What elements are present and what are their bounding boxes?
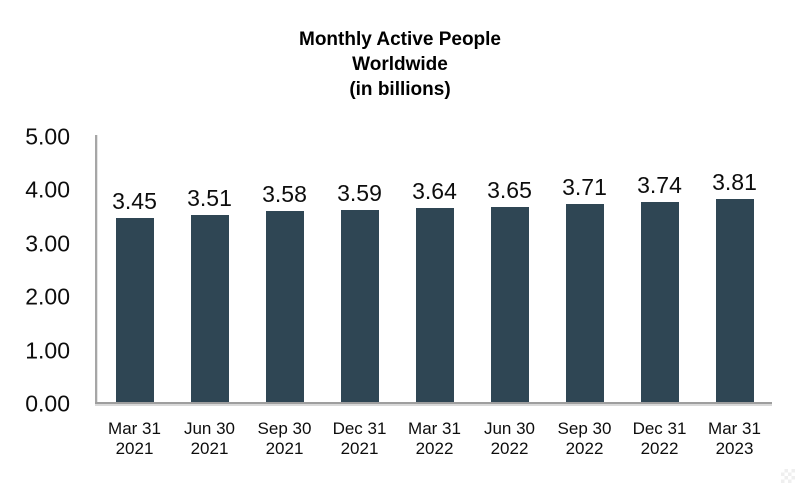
chart-title-line-2: Worldwide [352,54,448,75]
bar [565,203,604,402]
y-axis-tick-label: 5.00 [25,123,70,150]
x-axis-tick-line: Mar 31 [708,419,761,438]
x-axis-tick-line: Dec 31 [632,419,687,438]
bar-value-label: 3.51 [187,184,232,211]
x-axis-tick-label: Mar 31 2021 [97,419,172,459]
x-axis-tick-line: Jun 30 [483,419,536,438]
x-axis-tick-line: 2021 [265,439,304,458]
bar-value-label: 3.65 [487,177,532,204]
x-axis-tick-line: 2022 [640,439,679,458]
bar-value-label: 3.59 [337,180,382,207]
bar-column: 3.65 [472,135,547,402]
x-axis-tick-line: 2021 [115,439,154,458]
bar [340,210,379,402]
chart-title-line-1: Monthly Active People [299,29,501,50]
bar [715,198,754,402]
x-axis-tick-line: 2021 [340,439,379,458]
bar-column: 3.58 [247,135,322,402]
bar [490,207,529,402]
bar [265,210,304,402]
transparency-checkerboard-artifact [781,469,795,483]
bar [115,217,154,402]
x-axis-labels: Mar 31 2021 Jun 30 2021 Sep 30 2021 Dec 31 2021… [97,419,772,464]
x-axis-tick-line: Sep 30 [557,419,612,438]
plot-area: 3.45 3.51 3.58 3.59 3.64 3.65 3.71 3.74 3.81 [97,135,772,402]
bar-column: 3.64 [397,135,472,402]
y-axis-tick-labels: 0.00 1.00 2.00 3.00 4.00 5.00 [0,0,70,492]
bar-column: 3.45 [97,135,172,402]
x-axis-tick-label: Mar 31 2023 [697,419,772,459]
bar-column: 3.51 [172,135,247,402]
x-axis-tick-line: Jun 30 [183,419,236,438]
x-axis-line [95,402,772,404]
x-axis-tick-label: Sep 30 2021 [247,419,322,459]
bar-value-label: 3.58 [262,180,307,207]
y-axis-tick-label: 0.00 [25,390,70,417]
bar [415,207,454,402]
x-axis-tick-line: 2022 [415,439,454,458]
bar-column: 3.81 [697,135,772,402]
x-axis-tick-line: 2022 [490,439,529,458]
x-axis-tick-label: Mar 31 2022 [397,419,472,459]
bar-column: 3.71 [547,135,622,402]
x-axis-tick-line: Mar 31 [408,419,461,438]
chart-title-line-3: (in billions) [349,79,451,100]
bar-value-label: 3.45 [112,187,157,214]
x-axis-tick-label: Jun 30 2021 [172,419,247,459]
bar [640,202,679,402]
y-axis-tick-label: 2.00 [25,283,70,310]
bar-value-label: 3.81 [712,168,757,195]
chart-title: Monthly Active People Worldwide (in bill… [0,27,800,102]
x-axis-tick-label: Dec 31 2021 [322,419,397,459]
x-axis-tick-line: Sep 30 [257,419,312,438]
x-axis-tick-line: 2022 [565,439,604,458]
x-axis-tick-label: Sep 30 2022 [547,419,622,459]
bar-value-label: 3.71 [562,173,607,200]
bar-value-label: 3.64 [412,177,457,204]
x-axis-tick-line: 2023 [715,439,754,458]
x-axis-tick-label: Jun 30 2022 [472,419,547,459]
x-axis-tick-line: Mar 31 [108,419,161,438]
y-axis-tick-label: 3.00 [25,230,70,257]
x-axis-tick-line: Dec 31 [332,419,387,438]
bar-column: 3.59 [322,135,397,402]
y-axis-tick-label: 1.00 [25,337,70,364]
bar-value-label: 3.74 [637,172,682,199]
x-axis-tick-line: 2021 [190,439,229,458]
y-axis-line [95,135,97,403]
x-axis-tick-label: Dec 31 2022 [622,419,697,459]
y-axis-tick-label: 4.00 [25,176,70,203]
bar-column: 3.74 [622,135,697,402]
bar [190,214,229,402]
